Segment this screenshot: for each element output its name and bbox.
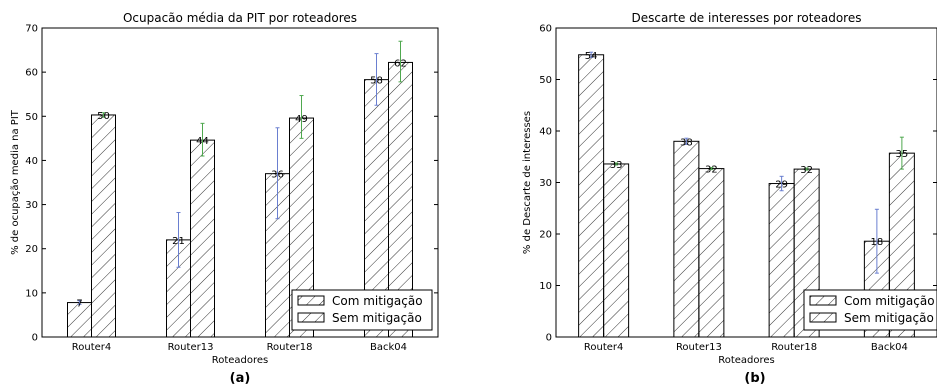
legend-label: Com mitigação <box>332 294 423 308</box>
plot-frame <box>41 27 439 338</box>
bar <box>673 140 700 338</box>
legend-swatch <box>297 295 325 306</box>
y-tick-label: 70 <box>25 24 38 35</box>
y-axis-label: % de ocupação media na PIT <box>10 109 21 255</box>
x-tick-label: Router13 <box>676 342 722 353</box>
chart-title: Descarte de interesses por roteadores <box>632 11 862 25</box>
y-tick-label: 20 <box>25 244 38 255</box>
legend-label: Sem mitigação <box>844 311 934 325</box>
y-tick-label: 0 <box>32 333 38 344</box>
x-tick-label: Router18 <box>771 342 817 353</box>
bar <box>768 183 795 338</box>
panel-label: (b) <box>744 371 765 386</box>
data-label: 62 <box>394 58 407 69</box>
y-tick-label: 40 <box>539 127 552 138</box>
y-tick-label: 20 <box>539 230 552 241</box>
x-axis-label: Roteadores <box>212 355 269 366</box>
data-label: 38 <box>680 137 693 148</box>
x-tick-label: Router4 <box>584 342 624 353</box>
y-tick-label: 50 <box>539 75 552 86</box>
data-label: 7 <box>76 299 82 310</box>
legend-swatch <box>297 312 325 323</box>
x-axis-label: Roteadores <box>718 355 775 366</box>
data-label: 18 <box>871 237 884 248</box>
y-tick-label: 60 <box>25 68 38 79</box>
data-label: 32 <box>705 165 718 176</box>
legend-label: Com mitigação <box>844 294 935 308</box>
data-label: 35 <box>896 149 909 160</box>
data-label: 49 <box>295 114 308 125</box>
data-label: 50 <box>97 111 110 122</box>
data-label: 21 <box>172 236 185 247</box>
legend-swatch <box>809 295 837 306</box>
panel-label: (a) <box>230 371 251 386</box>
y-tick-label: 0 <box>546 333 552 344</box>
data-label: 32 <box>800 165 813 176</box>
x-tick-label: Back04 <box>370 342 407 353</box>
y-tick-label: 60 <box>539 24 552 35</box>
bar <box>190 139 215 338</box>
bar <box>578 54 605 338</box>
x-tick-label: Router4 <box>72 342 112 353</box>
legend-swatch <box>809 312 837 323</box>
legend-label: Sem mitigação <box>332 311 422 325</box>
chart-title: Ocupacão média da PIT por roteadores <box>123 11 357 25</box>
bar <box>698 168 725 338</box>
y-tick-label: 30 <box>25 200 38 211</box>
data-label: 33 <box>610 160 623 171</box>
y-tick-label: 10 <box>25 288 38 299</box>
x-tick-label: Back04 <box>871 342 908 353</box>
bar <box>91 114 116 338</box>
y-tick-label: 40 <box>25 156 38 167</box>
data-label: 54 <box>585 51 598 62</box>
bar <box>603 163 630 338</box>
data-label: 58 <box>370 76 383 87</box>
y-axis-label: % de Descarte de interesses <box>522 111 533 254</box>
data-label: 29 <box>775 180 788 191</box>
y-tick-label: 30 <box>539 178 552 189</box>
data-label: 44 <box>196 136 209 147</box>
data-label: 36 <box>271 170 284 181</box>
x-tick-label: Router13 <box>168 342 214 353</box>
y-tick-label: 50 <box>25 112 38 123</box>
x-tick-label: Router18 <box>267 342 313 353</box>
y-tick-label: 10 <box>539 281 552 292</box>
